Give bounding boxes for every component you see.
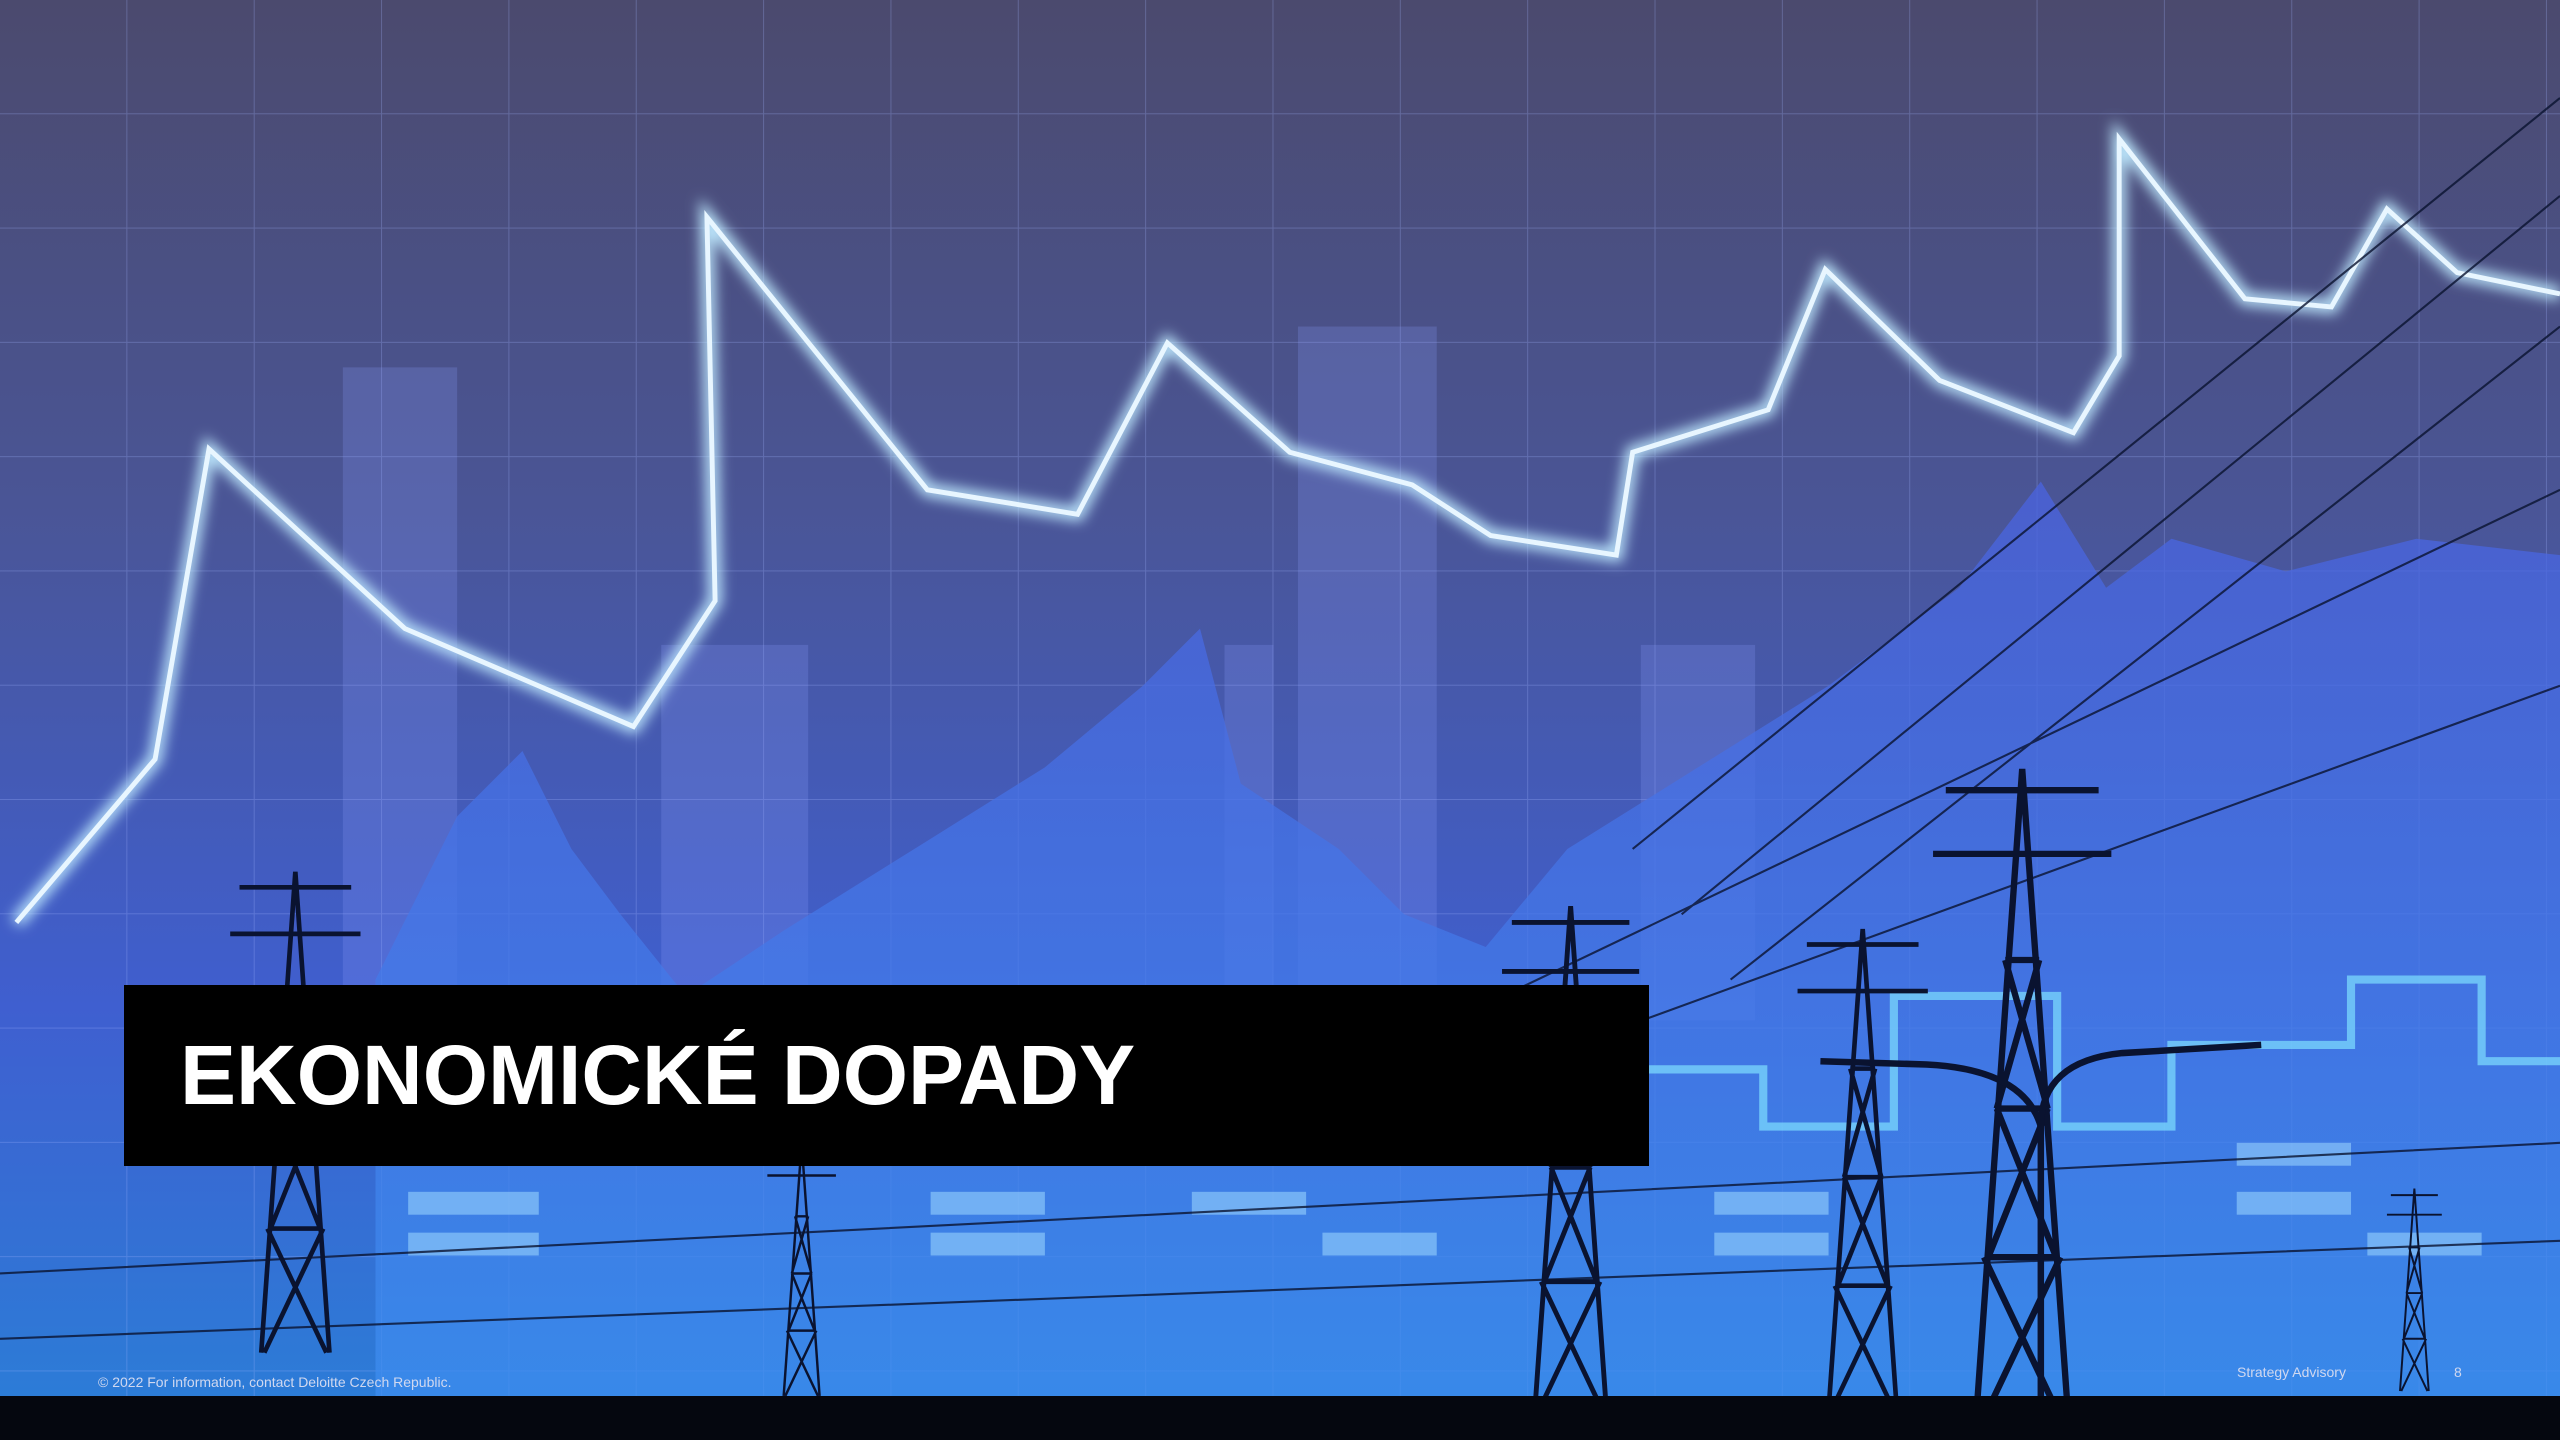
section-label: Strategy Advisory <box>2237 1364 2346 1380</box>
copyright: © 2022 For information, contact Deloitte… <box>98 1374 452 1390</box>
slide: {"slide": {"title": "EKONOMICKÉ DOPADY",… <box>0 0 2560 1440</box>
title-box: EKONOMICKÉ DOPADY <box>124 985 1649 1166</box>
bottom-strip <box>0 1396 2560 1440</box>
background-image <box>0 0 2560 1440</box>
page-number: 8 <box>2454 1364 2462 1380</box>
slide-title: EKONOMICKÉ DOPADY <box>180 985 1135 1166</box>
